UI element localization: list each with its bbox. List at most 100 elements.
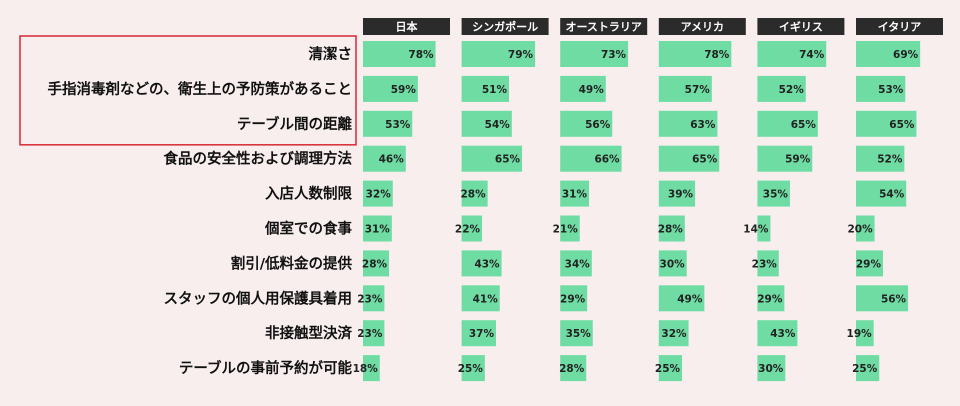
data-bar	[658, 145, 720, 172]
column-header-label: シンガポール	[472, 20, 538, 34]
highlight-box	[19, 35, 357, 146]
data-bar	[461, 75, 510, 102]
data-bar	[757, 285, 785, 312]
data-label: 28%	[460, 189, 486, 201]
data-label: 28%	[658, 224, 684, 236]
data-bar	[757, 75, 806, 102]
data-label: 56%	[881, 293, 907, 305]
data-label: 78%	[704, 49, 730, 61]
data-label: 43%	[770, 328, 796, 340]
data-label: 28%	[362, 258, 388, 270]
data-label: 31%	[562, 189, 588, 201]
data-label: 73%	[601, 49, 627, 61]
data-label: 31%	[365, 224, 391, 236]
data-bar	[560, 320, 593, 347]
data-bar	[363, 285, 385, 312]
data-bar	[363, 215, 392, 242]
data-label: 78%	[408, 49, 434, 61]
data-bar	[461, 110, 512, 137]
data-bar	[757, 41, 827, 67]
data-bar	[461, 215, 483, 242]
data-label: 28%	[559, 363, 585, 375]
data-label: 52%	[877, 154, 903, 166]
data-bar	[461, 180, 488, 207]
data-bar	[363, 355, 380, 382]
data-bar	[560, 180, 590, 207]
data-bar	[856, 250, 883, 277]
row-label: 非接触型決済	[265, 324, 352, 342]
data-label: 23%	[357, 328, 383, 340]
data-bar	[658, 285, 705, 312]
data-bar	[757, 355, 786, 382]
data-bar	[757, 250, 779, 277]
data-label: 18%	[353, 363, 379, 375]
column-header-label: 日本	[396, 20, 418, 34]
data-bar	[560, 215, 580, 242]
data-label: 54%	[485, 119, 511, 131]
data-bar	[363, 145, 406, 172]
data-label: 21%	[553, 224, 579, 236]
data-label: 32%	[366, 189, 392, 201]
data-label: 32%	[661, 328, 687, 340]
data-label: 25%	[852, 363, 878, 375]
data-label: 74%	[799, 49, 825, 61]
data-label: 53%	[385, 119, 411, 131]
column-header-bg	[856, 18, 943, 35]
data-label: 69%	[893, 49, 919, 61]
data-bar	[658, 41, 732, 67]
data-bar	[461, 41, 536, 67]
data-bar	[658, 250, 687, 277]
data-bar	[757, 110, 818, 137]
data-bar	[363, 320, 385, 347]
data-label: 49%	[579, 84, 605, 96]
data-bar	[560, 75, 606, 102]
data-label: 25%	[458, 363, 484, 375]
data-bar	[560, 41, 629, 67]
data-bar	[461, 250, 502, 277]
data-bar	[363, 180, 393, 207]
column-header-bg	[658, 18, 746, 35]
data-bar	[658, 75, 712, 102]
row-label: 入店人数制限	[265, 185, 352, 203]
data-bar	[856, 145, 905, 172]
data-bar	[658, 110, 718, 137]
data-label: 34%	[565, 258, 591, 270]
data-bar	[757, 215, 771, 242]
data-label: 65%	[889, 119, 915, 131]
data-label: 14%	[743, 224, 769, 236]
data-bar	[856, 110, 917, 137]
data-label: 56%	[585, 119, 611, 131]
data-label: 51%	[482, 84, 508, 96]
data-bar	[461, 145, 523, 172]
data-bar	[560, 145, 622, 172]
row-label: 手指消毒剤などの、衛生上の予防策があること	[48, 80, 353, 98]
data-label: 30%	[758, 363, 784, 375]
row-label: スタッフの個人用保護具着用	[164, 289, 353, 307]
data-label: 29%	[856, 258, 882, 270]
data-label: 39%	[668, 189, 694, 201]
data-label: 23%	[357, 293, 383, 305]
data-bar	[363, 250, 390, 277]
data-bar	[856, 285, 909, 312]
data-label: 57%	[685, 84, 711, 96]
data-label: 65%	[495, 154, 521, 166]
data-bar	[757, 320, 798, 347]
data-bar	[658, 320, 689, 347]
data-bar	[560, 355, 587, 382]
data-bar	[363, 41, 436, 67]
data-label: 35%	[566, 328, 592, 340]
data-bar	[658, 180, 696, 207]
column-header-label: オーストラリア	[565, 21, 641, 34]
column-header-bg	[461, 18, 549, 35]
data-bar	[560, 285, 588, 312]
data-label: 25%	[655, 363, 681, 375]
data-label: 59%	[391, 84, 417, 96]
data-bar	[856, 320, 874, 347]
data-bar	[856, 180, 907, 207]
column-header-label: アメリカ	[681, 21, 724, 34]
data-label: 53%	[878, 84, 904, 96]
row-label: テーブル間の距離	[237, 115, 353, 133]
column-header-bg	[757, 18, 845, 35]
data-label: 22%	[455, 224, 481, 236]
